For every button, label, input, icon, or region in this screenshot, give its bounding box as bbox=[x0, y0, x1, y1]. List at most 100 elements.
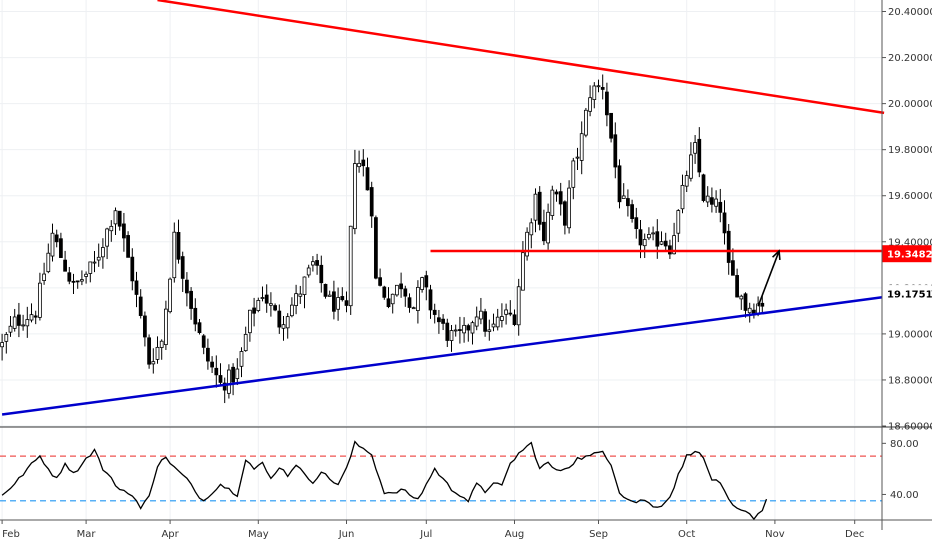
candle-body bbox=[634, 217, 639, 230]
candle-body bbox=[298, 293, 303, 297]
candle-body bbox=[323, 283, 328, 297]
rsi-tick-label: 80.00 bbox=[890, 439, 919, 450]
rsi-tick-label: 40.00 bbox=[890, 490, 919, 501]
candle-body bbox=[122, 223, 126, 239]
price-tick-label: 20.00000 bbox=[888, 99, 932, 110]
candle-body bbox=[491, 323, 496, 328]
candle-body bbox=[269, 303, 273, 306]
candle-body bbox=[252, 307, 256, 314]
candle-body bbox=[722, 212, 727, 234]
candle-body bbox=[176, 232, 181, 260]
candle-body bbox=[466, 325, 471, 331]
candle-body bbox=[760, 302, 765, 307]
candle-body bbox=[67, 272, 72, 282]
candle-body bbox=[365, 167, 370, 191]
candle-body bbox=[403, 288, 408, 297]
candle-body bbox=[256, 300, 261, 311]
candle-body bbox=[50, 232, 55, 257]
resistance-trendline bbox=[157, 0, 885, 115]
candle-body bbox=[46, 252, 51, 273]
candle-body bbox=[180, 256, 185, 279]
candle-body bbox=[344, 300, 349, 306]
candle-body bbox=[0, 342, 4, 348]
month-tick-label: Apr bbox=[161, 529, 179, 540]
candle-body bbox=[558, 191, 563, 205]
candle-body bbox=[508, 312, 513, 315]
candle-body bbox=[638, 229, 643, 246]
candle-body bbox=[542, 221, 546, 242]
candle-body bbox=[575, 156, 580, 159]
candle-body bbox=[672, 235, 676, 255]
candle-body bbox=[462, 324, 466, 334]
price-tick-label: 20.40000 bbox=[888, 7, 932, 18]
candle-body bbox=[71, 280, 76, 283]
candle-body bbox=[29, 314, 34, 321]
candle-body bbox=[479, 310, 483, 320]
price-tick-label: 18.80000 bbox=[888, 375, 932, 386]
price-label-text: 19.17518 bbox=[887, 290, 932, 301]
candle-body bbox=[33, 315, 38, 318]
candle-body bbox=[420, 277, 424, 290]
candle-body bbox=[680, 184, 685, 210]
candle-body bbox=[8, 325, 13, 333]
candle-body bbox=[630, 204, 634, 220]
candle-body bbox=[214, 367, 219, 376]
candle-body bbox=[147, 337, 151, 365]
candle-body bbox=[537, 191, 542, 225]
candle-body bbox=[474, 316, 479, 327]
candle-body bbox=[529, 222, 534, 236]
candle-body bbox=[84, 273, 88, 277]
candle-body bbox=[382, 286, 387, 298]
candle-body bbox=[739, 295, 744, 300]
candle-body bbox=[88, 261, 93, 274]
candle-body bbox=[693, 142, 697, 154]
candle-body bbox=[550, 189, 555, 216]
price-tick-label: 19.80000 bbox=[888, 145, 932, 156]
candle-body bbox=[361, 159, 366, 167]
candle-body bbox=[449, 330, 454, 341]
candle-body bbox=[273, 305, 277, 311]
candle-body bbox=[294, 293, 298, 306]
price-tick-label: 19.60000 bbox=[888, 191, 932, 202]
candle-body bbox=[613, 134, 618, 168]
candle-body bbox=[235, 368, 240, 379]
candle-body bbox=[512, 314, 517, 325]
candle-body bbox=[332, 291, 336, 312]
arrow-head bbox=[772, 249, 781, 261]
month-tick-label: Sep bbox=[589, 529, 608, 540]
candle-body bbox=[701, 174, 706, 201]
candle-body bbox=[735, 275, 739, 298]
candle-body bbox=[441, 318, 445, 324]
candle-body bbox=[714, 198, 718, 207]
candle-body bbox=[546, 211, 550, 244]
candle-body bbox=[525, 231, 529, 257]
candle-body bbox=[689, 154, 693, 179]
candle-body bbox=[138, 296, 143, 316]
candle-body bbox=[697, 138, 702, 173]
candle-body bbox=[483, 311, 487, 332]
candle-body bbox=[626, 198, 630, 207]
candle-body bbox=[189, 290, 193, 309]
candle-body bbox=[80, 279, 84, 282]
candle-body bbox=[327, 294, 332, 297]
candle-body bbox=[101, 247, 105, 258]
candle-body bbox=[151, 361, 156, 365]
candle-body bbox=[521, 252, 525, 291]
candle-body bbox=[197, 322, 202, 334]
candle-body bbox=[399, 283, 403, 290]
candle-body bbox=[395, 284, 399, 296]
trend-drawings bbox=[1, 0, 885, 416]
candle-body bbox=[302, 276, 307, 295]
candle-body bbox=[567, 187, 571, 229]
price-label-tag bbox=[882, 285, 932, 303]
candle-body bbox=[592, 85, 597, 100]
rsi-pane bbox=[0, 426, 932, 521]
candle-body bbox=[470, 322, 475, 334]
candle-body bbox=[453, 329, 458, 332]
candle-body bbox=[340, 296, 345, 301]
candle-body bbox=[378, 277, 382, 286]
candle-body bbox=[411, 307, 416, 310]
price-tick-label: 18.60000 bbox=[888, 422, 932, 433]
candle-body bbox=[290, 304, 294, 317]
